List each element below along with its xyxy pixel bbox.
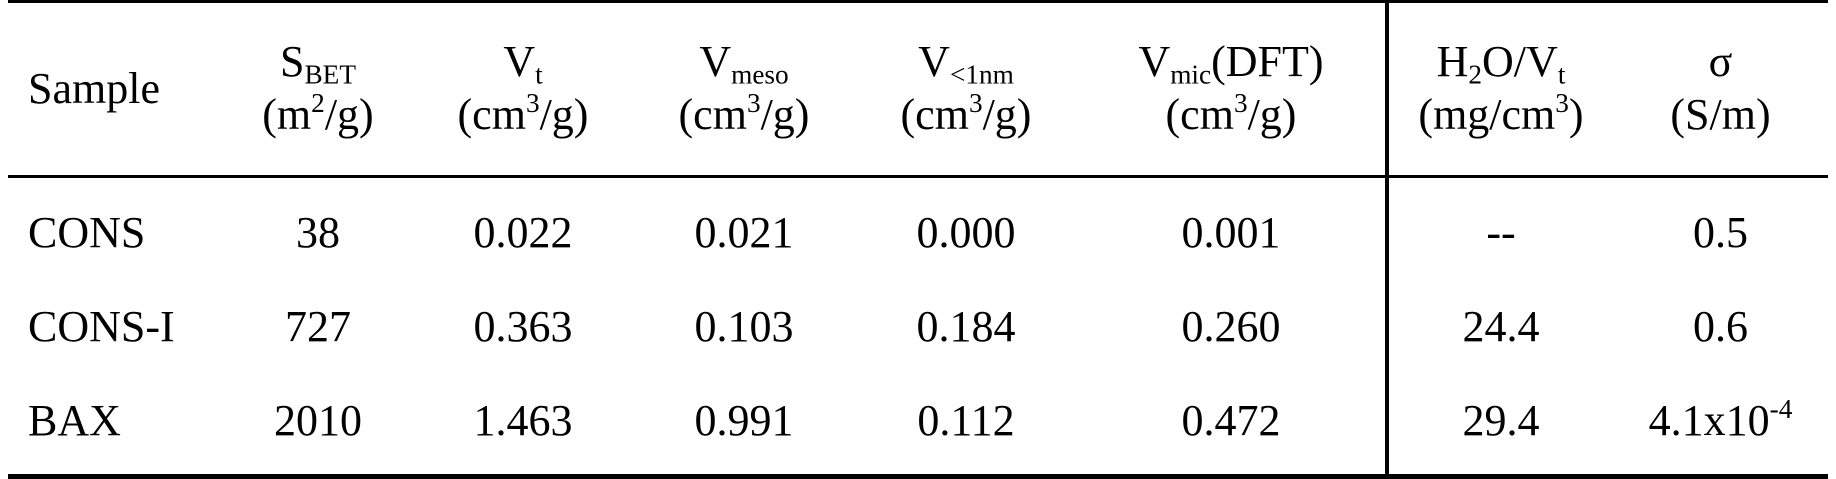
header-sample: Sample <box>8 0 223 178</box>
header-v1nm-unit: (cm3/g) <box>900 88 1032 139</box>
table-header: Sample SBET (m2/g) Vt (cm3/g) Vmeso (cm3… <box>8 0 1828 178</box>
header-v1nm: V<1nm (cm3/g) <box>855 0 1077 178</box>
table-body: CONS 38 0.022 0.021 0.000 0.001 -- 0.5 C… <box>8 176 1828 479</box>
header-h2o-name: H2O/Vt <box>1436 37 1566 90</box>
header-vmeso-unit: (cm3/g) <box>678 88 810 139</box>
cell-vt: 1.463 <box>413 374 633 479</box>
cell-v1nm: 0.000 <box>916 207 1016 257</box>
header-h2o-unit: (mg/cm3) <box>1418 88 1584 139</box>
header-sigma-name: σ <box>1708 37 1733 87</box>
cell-h2o: 29.4 <box>1387 374 1613 479</box>
cell-sample: CONS <box>28 207 146 257</box>
table-row: BAX 2010 1.463 0.991 0.112 0.472 29.4 4.… <box>8 374 1828 479</box>
cell-vmic: 0.260 <box>1077 280 1389 374</box>
cell-v1nm: 0.184 <box>916 301 1016 351</box>
cell-vmic: 0.001 <box>1077 176 1389 280</box>
cell-h2o: -- <box>1486 207 1516 257</box>
header-sample-label: Sample <box>28 63 160 113</box>
header-vmic: Vmic(DFT) (cm3/g) <box>1077 0 1389 178</box>
header-sbet-unit: (m2/g) <box>262 88 374 139</box>
cell-sigma: 0.5 <box>1693 207 1748 257</box>
cell-sample: CONS-I <box>28 301 175 351</box>
header-sigma: σ (S/m) <box>1613 0 1828 178</box>
header-vmic-name: Vmic(DFT) <box>1138 37 1324 90</box>
header-row: Sample SBET (m2/g) Vt (cm3/g) Vmeso (cm3… <box>8 0 1828 178</box>
header-vt: Vt (cm3/g) <box>413 0 633 178</box>
cell-vmeso: 0.991 <box>633 374 855 479</box>
header-h2o: H2O/Vt (mg/cm3) <box>1387 0 1613 178</box>
table-row: CONS-I 727 0.363 0.103 0.184 0.260 24.4 … <box>8 280 1828 374</box>
cell-v1nm: 0.112 <box>855 374 1077 479</box>
cell-vmeso: 0.103 <box>694 301 794 351</box>
cell-sbet: 727 <box>285 301 351 351</box>
cell-h2o: 24.4 <box>1462 301 1540 351</box>
header-sbet: SBET (m2/g) <box>223 0 413 178</box>
header-sigma-unit: (S/m) <box>1670 90 1771 139</box>
cell-vt: 0.363 <box>473 301 573 351</box>
table-row: CONS 38 0.022 0.021 0.000 0.001 -- 0.5 <box>8 176 1828 280</box>
cell-sigma: 4.1x10-4 <box>1613 374 1828 479</box>
cell-vmeso: 0.021 <box>694 207 794 257</box>
cell-vmic: 0.472 <box>1077 374 1389 479</box>
cell-sbet: 2010 <box>223 374 413 479</box>
header-vt-unit: (cm3/g) <box>457 88 589 139</box>
header-vmeso-name: Vmeso <box>699 37 789 90</box>
cell-vt: 0.022 <box>473 207 573 257</box>
cell-sigma: 0.6 <box>1693 301 1748 351</box>
properties-table: Sample SBET (m2/g) Vt (cm3/g) Vmeso (cm3… <box>8 0 1828 479</box>
header-vmeso: Vmeso (cm3/g) <box>633 0 855 178</box>
cell-sample: BAX <box>8 374 223 479</box>
header-vmic-unit: (cm3/g) <box>1165 88 1297 139</box>
header-v1nm-name: V<1nm <box>918 37 1014 90</box>
header-vt-name: Vt <box>503 37 543 90</box>
header-sbet-name: SBET <box>280 37 356 90</box>
cell-sbet: 38 <box>296 207 340 257</box>
